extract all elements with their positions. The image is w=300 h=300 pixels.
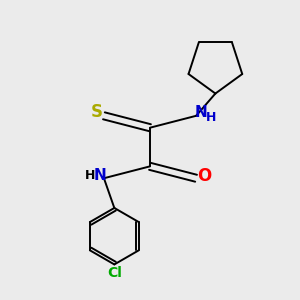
Text: Cl: Cl bbox=[107, 266, 122, 280]
Text: H: H bbox=[206, 111, 216, 124]
Text: O: O bbox=[197, 167, 212, 185]
Text: H: H bbox=[85, 169, 96, 182]
Text: N: N bbox=[94, 168, 107, 183]
Text: S: S bbox=[91, 103, 103, 121]
Text: N: N bbox=[195, 105, 208, 120]
